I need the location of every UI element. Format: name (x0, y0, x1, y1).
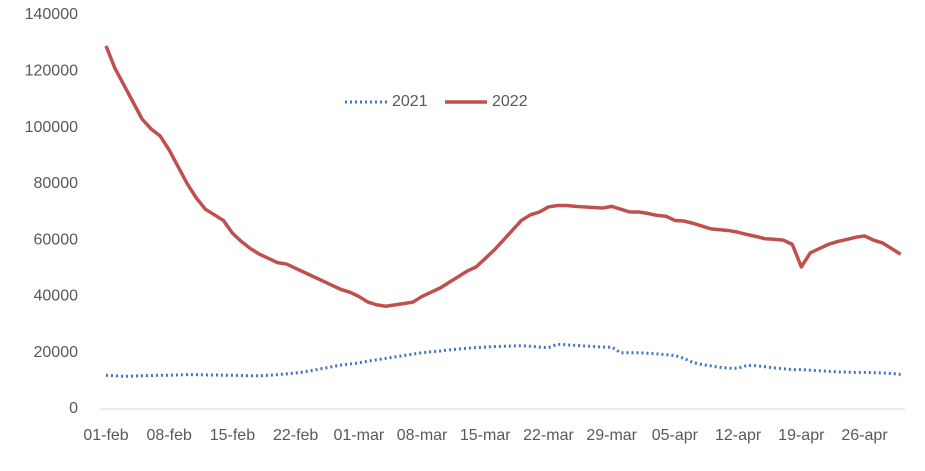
x-tick-label: 12-apr (715, 427, 762, 444)
x-tick-label: 15-feb (210, 427, 255, 444)
y-tick-label: 140000 (25, 6, 78, 23)
y-tick-label: 60000 (34, 231, 79, 248)
legend-label: 2022 (492, 93, 528, 110)
legend-label: 2021 (392, 93, 428, 110)
x-tick-label: 22-mar (523, 427, 574, 444)
y-tick-label: 40000 (34, 288, 79, 305)
x-tick-label: 15-mar (460, 427, 511, 444)
x-tick-label: 29-mar (586, 427, 637, 444)
y-tick-label: 120000 (25, 63, 78, 80)
x-tick-label: 05-apr (652, 427, 699, 444)
y-tick-label: 80000 (34, 175, 79, 192)
line-series (104, 45, 902, 309)
y-tick-label: 20000 (34, 344, 79, 361)
x-tick-label: 08-mar (397, 427, 448, 444)
x-tick-label: 22-feb (273, 427, 318, 444)
x-tick-label: 26-apr (841, 427, 888, 444)
y-tick-label: 0 (69, 400, 78, 417)
line-series (105, 342, 901, 378)
x-tick-label: 08-feb (147, 427, 192, 444)
x-tick-label: 01-mar (333, 427, 384, 444)
y-tick-label: 100000 (25, 119, 78, 136)
x-tick-label: 19-apr (778, 427, 825, 444)
x-tick-label: 01-feb (83, 427, 128, 444)
